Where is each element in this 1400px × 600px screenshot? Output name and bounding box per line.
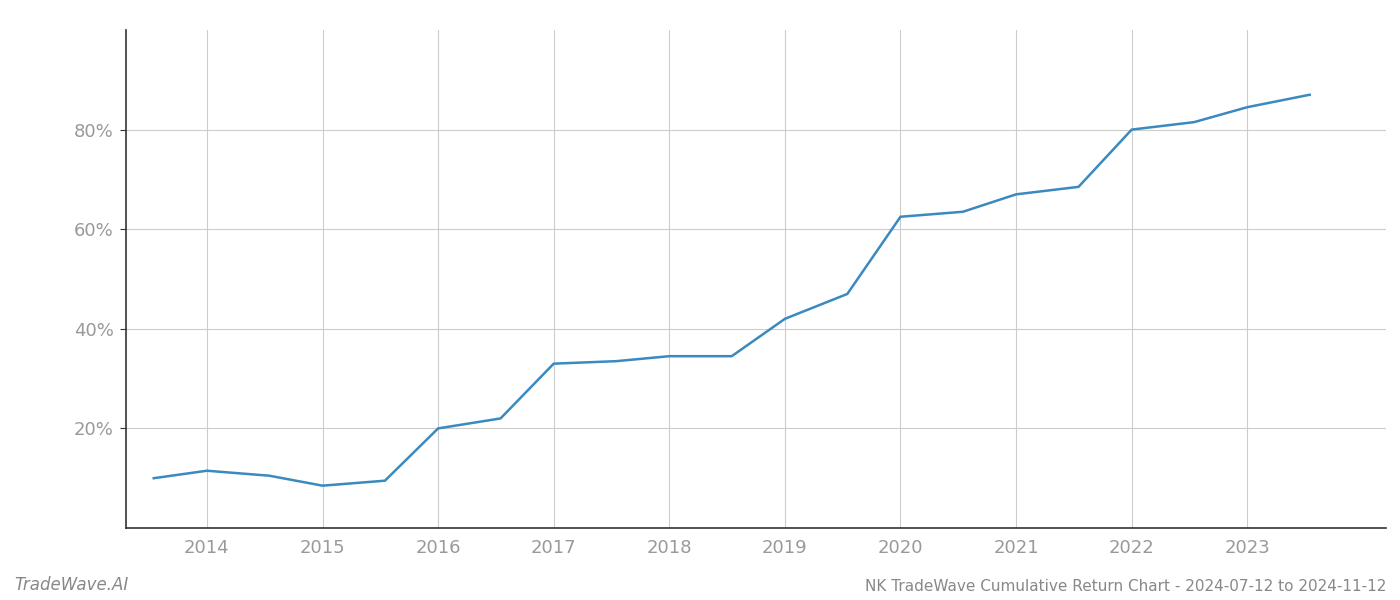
Text: TradeWave.AI: TradeWave.AI [14,576,129,594]
Text: NK TradeWave Cumulative Return Chart - 2024-07-12 to 2024-11-12: NK TradeWave Cumulative Return Chart - 2… [865,579,1386,594]
